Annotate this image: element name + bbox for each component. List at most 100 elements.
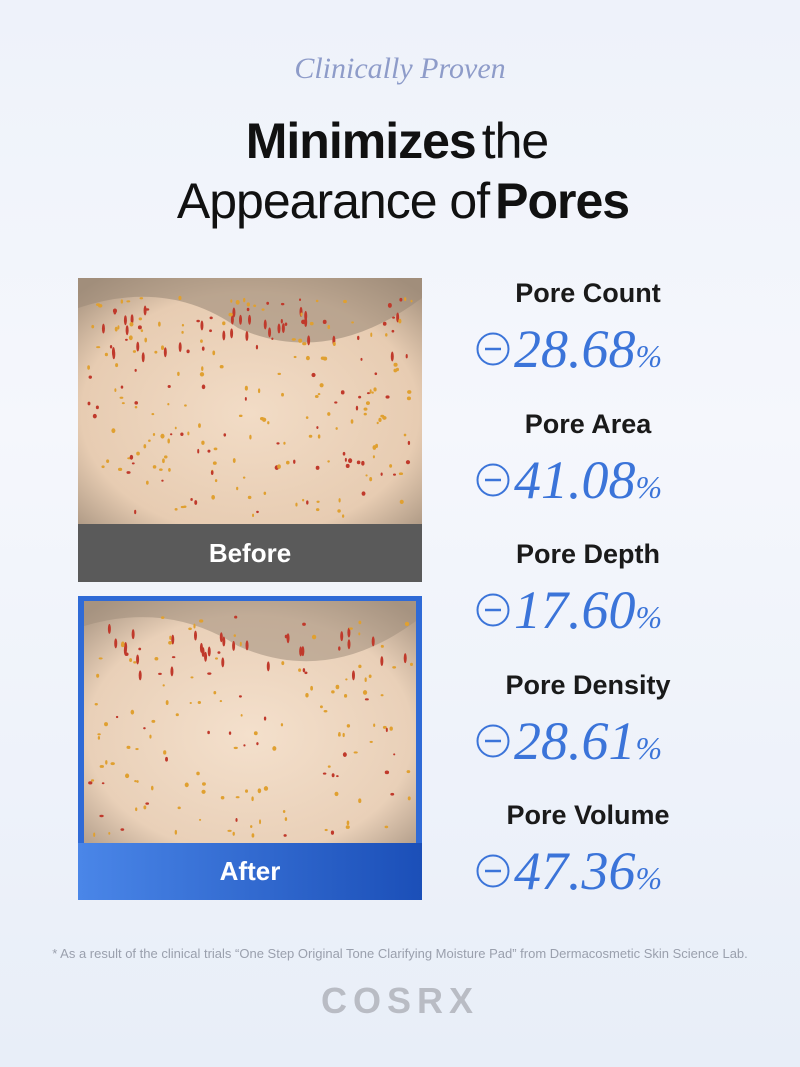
pore-dot — [152, 432, 156, 436]
pore-dot — [393, 362, 398, 367]
pore-dot — [283, 834, 287, 837]
pore-dot — [298, 338, 303, 343]
pore-dot — [212, 461, 217, 465]
pore-dot — [152, 465, 157, 469]
stat-value: 28.61% — [470, 710, 710, 771]
pore-dot — [123, 315, 127, 326]
pore-dot — [341, 514, 345, 518]
pore-dot — [219, 365, 224, 369]
pore-dot — [315, 299, 319, 303]
pore-dot — [284, 634, 288, 639]
pore-dot — [99, 814, 104, 818]
photo-label: Before — [209, 538, 291, 568]
pore-dot — [228, 731, 232, 735]
pore-dot — [380, 472, 383, 476]
pore-dot — [222, 330, 226, 341]
pore-dot — [245, 789, 249, 793]
pore-dot — [101, 323, 105, 334]
pore-dot — [372, 455, 375, 459]
pore-dot — [126, 471, 131, 474]
pore-dot — [407, 390, 412, 394]
pore-dot — [376, 421, 379, 425]
pore-dot — [197, 448, 200, 454]
pore-dot — [134, 401, 139, 405]
icon-ring — [476, 854, 510, 888]
pore-dot — [358, 395, 362, 399]
pore-dot — [364, 698, 369, 701]
pore-dot — [308, 434, 313, 438]
pore-dot — [98, 304, 103, 308]
pore-dot — [235, 299, 240, 305]
pore-dot — [263, 716, 267, 721]
pore-dot — [407, 796, 411, 801]
pore-dot — [117, 467, 123, 471]
pore-dot — [286, 633, 290, 644]
pore-dot — [209, 316, 213, 320]
pore-dot — [154, 656, 159, 661]
pore-dot — [331, 690, 335, 694]
pore-dot — [277, 372, 282, 376]
pore-dot — [207, 672, 212, 675]
pore-dot — [390, 351, 394, 362]
pore-dot — [145, 308, 150, 311]
pore-dot — [344, 457, 347, 462]
pore-dot — [239, 314, 243, 325]
minus-icon — [476, 332, 510, 366]
pore-dot — [369, 476, 373, 482]
pore-dot — [90, 779, 95, 782]
pore-dot — [232, 831, 235, 836]
pore-dot — [336, 775, 339, 778]
pore-dot — [108, 832, 111, 835]
stat-unit: % — [635, 729, 663, 766]
stat-figure: 28.61 — [514, 710, 636, 771]
pore-dot — [371, 636, 375, 647]
pore-dot — [358, 664, 362, 669]
pore-dot — [246, 307, 250, 312]
pore-dot — [193, 623, 196, 629]
pore-dot — [161, 345, 165, 351]
pore-dot — [174, 829, 178, 835]
pore-dot — [348, 458, 353, 464]
pore-dot — [232, 640, 236, 651]
pore-dot — [91, 324, 95, 329]
pore-dot — [392, 316, 395, 319]
pore-dot — [125, 773, 130, 779]
pore-dot — [372, 445, 377, 450]
pore-dot — [137, 325, 142, 330]
stat-unit: % — [635, 860, 663, 896]
pore-dot — [319, 705, 323, 709]
pore-dot — [389, 464, 393, 468]
pore-dot — [361, 491, 366, 496]
icon-ring — [476, 724, 510, 757]
pore-dot — [213, 447, 218, 451]
pore-dot — [125, 338, 128, 341]
pore-dot — [201, 346, 205, 351]
pore-dot — [245, 331, 249, 342]
pore-dot — [302, 668, 306, 673]
pore-dot — [343, 693, 348, 698]
pore-dot — [196, 771, 200, 776]
pore-dot — [145, 480, 149, 485]
pore-dot — [301, 646, 305, 657]
pore-dot — [87, 401, 91, 406]
pore-dot — [112, 308, 118, 314]
pore-dot — [327, 460, 330, 463]
pore-dot — [243, 297, 246, 303]
pore-dot — [145, 802, 150, 805]
pore-dot — [115, 715, 119, 719]
pore-dot — [291, 338, 296, 341]
pore-dot — [271, 337, 274, 341]
pore-dot — [407, 440, 411, 445]
eye-shadow — [78, 278, 422, 343]
pore-dot — [230, 314, 234, 325]
pore-dot — [114, 388, 117, 392]
pore-dot — [181, 330, 184, 334]
pore-dot — [338, 646, 341, 651]
pore-dot — [197, 701, 202, 705]
pore-dot — [150, 785, 154, 791]
pore-dot — [263, 786, 269, 791]
pore-dot — [135, 807, 138, 812]
pore-dot — [342, 451, 346, 456]
pore-dot — [178, 342, 182, 353]
pore-dot — [371, 391, 374, 394]
